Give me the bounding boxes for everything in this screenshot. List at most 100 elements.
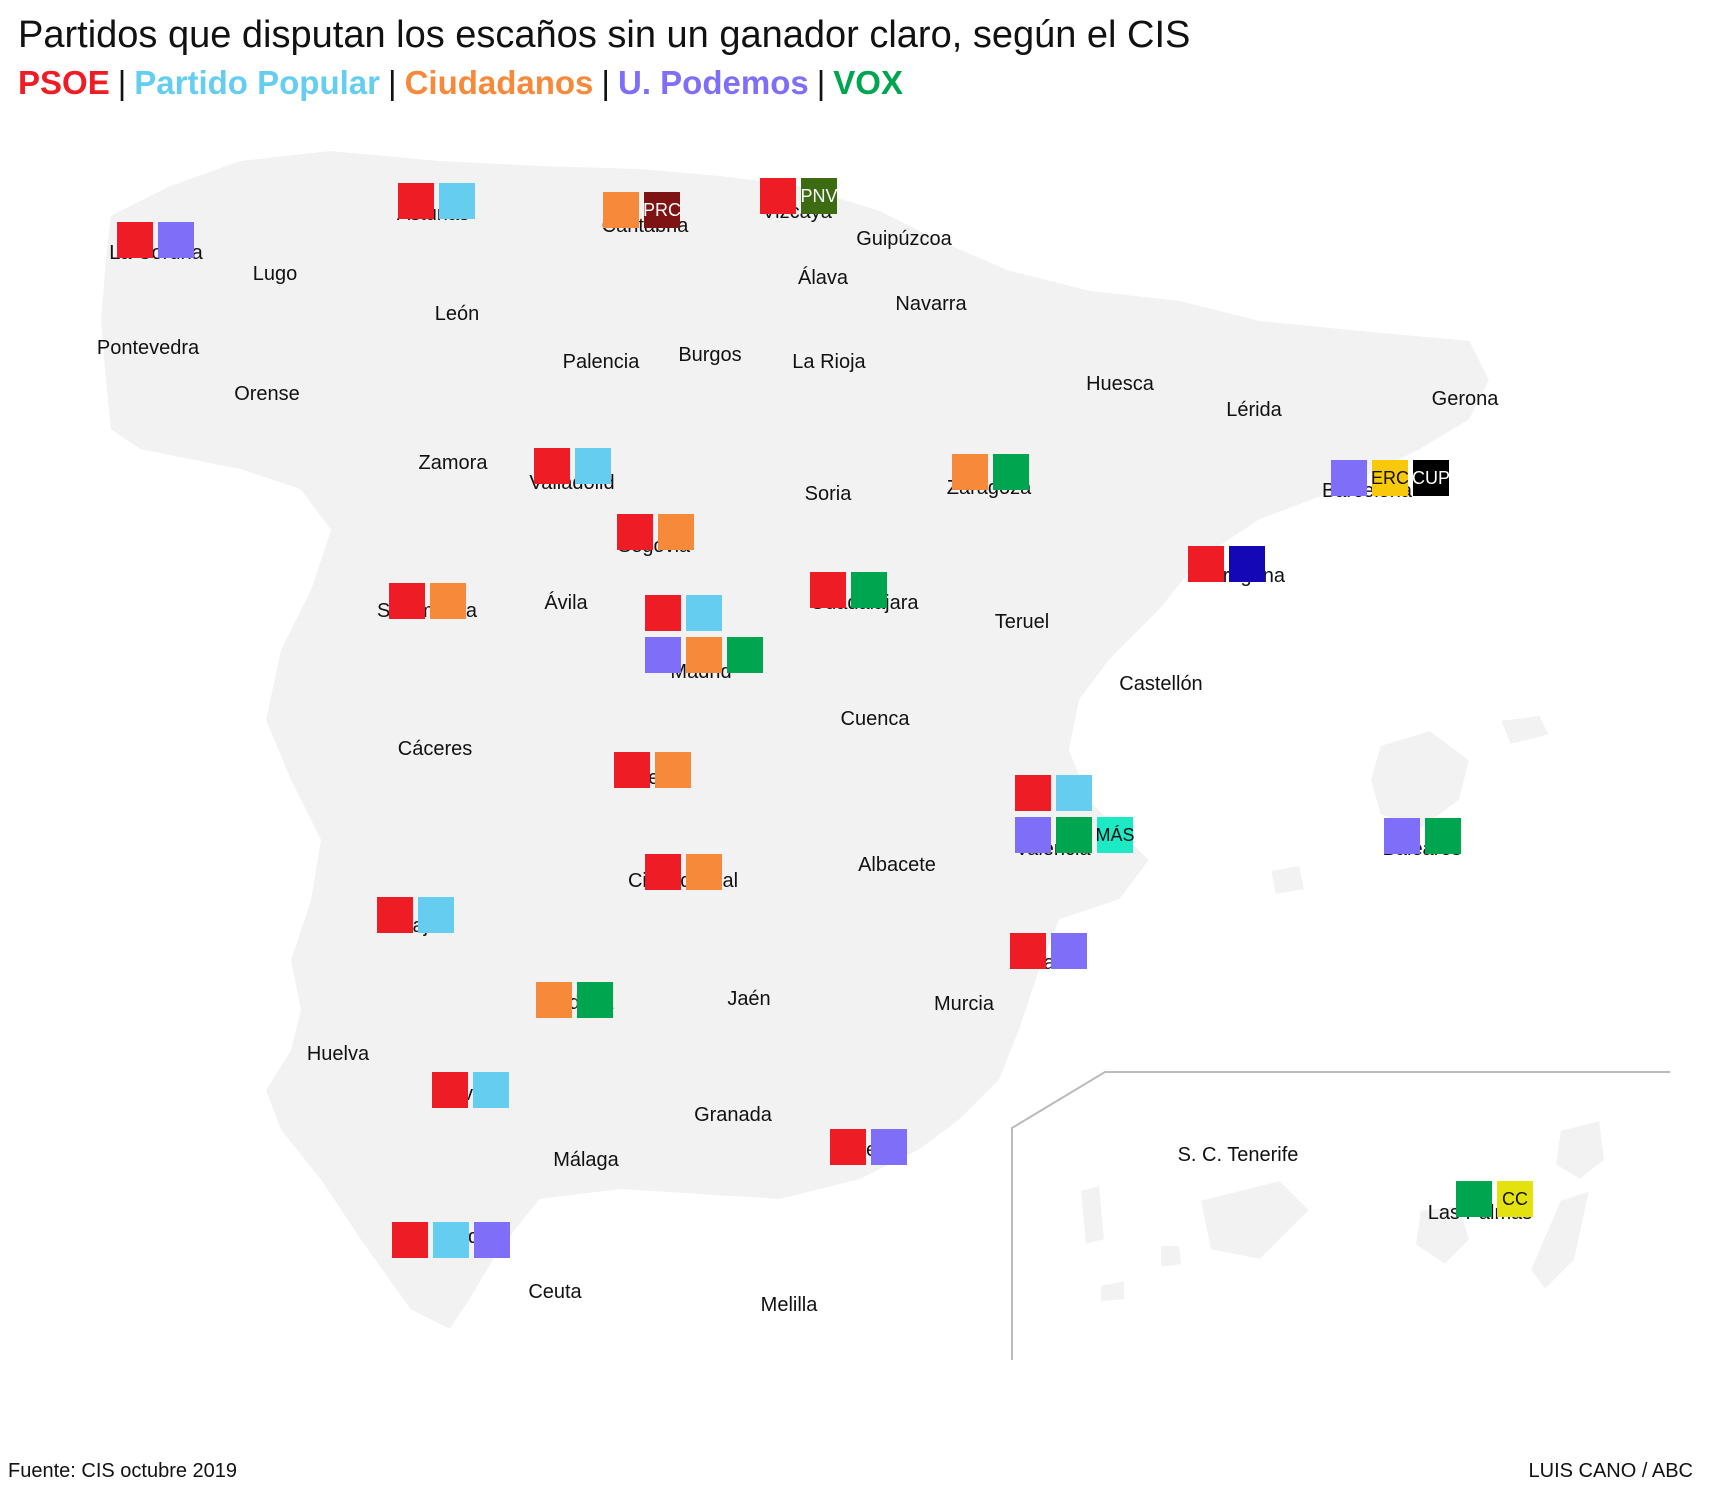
party-boxes [117,222,194,258]
party-square [1384,818,1420,854]
province-label: Murcia [933,993,995,1015]
legend-separator: | [387,64,397,101]
province-label: Ávila [544,592,588,614]
canary-inset-border [1011,1071,1670,1360]
party-square [993,454,1029,490]
party-square [534,448,570,484]
province-label: Granada [694,1104,772,1126]
party-square [645,595,681,631]
party-boxes: PNV [760,178,838,214]
party-square [952,454,988,490]
author-credit: LUIS CANO / ABC [1528,1460,1694,1482]
party-square: PNV [801,178,838,214]
canary-gran-canaria [1413,1203,1472,1267]
party-square [398,183,434,219]
province-label: Pontevedra [96,337,200,359]
party-boxes [1188,546,1265,582]
party-boxes [617,514,694,550]
party-square [1015,775,1051,811]
party-square [1425,818,1461,854]
province-label: S. C. Tenerife [1177,1144,1299,1166]
party-square [577,982,613,1018]
province-label: Cuenca [840,708,910,730]
province-label: Burgos [678,344,742,366]
party-square [1015,817,1051,853]
party-square [1188,546,1224,582]
party-square [1229,546,1265,582]
party-square [1051,933,1087,969]
party-square [603,192,639,228]
party-square [575,448,611,484]
map-title: Partidos que disputan los escaños sin un… [18,14,1191,56]
ibiza-shape [1268,863,1307,897]
party-square [432,1072,468,1108]
party-square: CC [1497,1181,1533,1217]
peninsula-shape [98,148,1492,1332]
province-label: Huesca [1086,373,1154,395]
party-square [392,1222,428,1258]
party-square [377,897,413,933]
legend-separator: | [601,64,610,101]
province-label: Guipúzcoa [856,228,952,250]
canary-la-palma [1078,1183,1107,1247]
province-label: Teruel [994,611,1050,633]
source-note: Fuente: CIS octubre 2019 [8,1460,238,1482]
province-label: Orense [234,383,300,405]
legend-item: U. Podemos [618,64,809,101]
mallorca-shape [1368,728,1472,832]
province-label: Ceuta [528,1281,582,1303]
party-square [871,1129,907,1165]
province-label: Gerona [1431,388,1499,410]
party-boxes [377,897,454,933]
party-legend: PSOE | Partido Popular | Ciudadanos | U. Podem… [18,64,903,102]
party-square [851,572,887,608]
party-square [473,1072,509,1108]
province-label: Jaén [727,988,771,1010]
party-square [810,572,846,608]
menorca-shape [1498,713,1552,747]
canary-gomera [1159,1244,1184,1270]
party-square [439,183,475,219]
legend-separator: | [816,64,826,101]
party-square [727,637,763,673]
province-label: Albacete [858,854,936,876]
party-boxes [810,572,887,608]
province-label: Palencia [562,351,640,373]
party-square: ERC [1371,460,1409,496]
party-boxes [830,1129,907,1165]
party-square [1456,1181,1492,1217]
party-square [658,514,694,550]
party-boxes [1010,933,1087,969]
canary-lanzarote [1553,1118,1607,1182]
party-boxes: CC [1456,1181,1533,1217]
party-square [536,982,572,1018]
canary-tenerife [1198,1178,1312,1262]
party-square [117,222,153,258]
province-label: Huelva [306,1043,370,1065]
party-boxes [1384,818,1461,854]
party-square [686,637,722,673]
party-square [686,595,722,631]
legend-item: Ciudadanos [404,64,594,101]
province-label: Navarra [895,293,967,315]
canary-hierro [1099,1278,1126,1304]
party-square: MÁS [1096,817,1135,853]
legend-item: Partido Popular [134,64,380,101]
party-boxes [645,637,763,673]
legend-item: PSOE [18,64,110,101]
party-boxes [614,752,691,788]
province-label: Lérida [1226,399,1282,421]
party-boxes [1015,775,1092,811]
party-square [617,514,653,550]
party-square [418,897,454,933]
party-square [474,1222,510,1258]
party-boxes: PRC [603,192,681,228]
province-label: Málaga [553,1149,619,1171]
party-square [1010,933,1046,969]
province-label: Cáceres [397,738,473,760]
province-label: Soria [804,483,852,505]
legend-separator: | [117,64,127,101]
party-boxes [392,1222,510,1258]
party-square [158,222,194,258]
